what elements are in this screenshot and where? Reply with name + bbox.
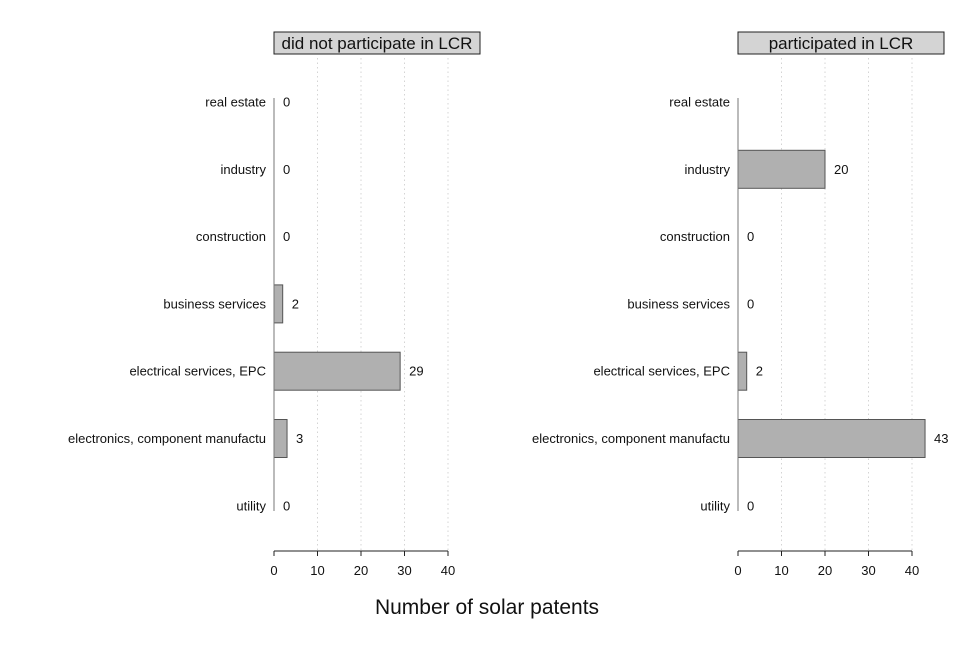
panel-2: participated in LCRreal estateindustry20… (532, 32, 949, 578)
category-label-business-services: business services (627, 296, 730, 311)
x-axis-label: Number of solar patents (375, 596, 599, 619)
panel-1: did not participate in LCR real estate 0 in… (68, 32, 480, 578)
category-label-construction: construction (196, 229, 266, 244)
category-label-electrical-services-epc: electrical services, EPC (593, 364, 730, 379)
panels-layer: did not participate in LCR real estate 0 in… (68, 32, 949, 578)
value-label-utility: 0 (747, 498, 754, 513)
value-label-electrical-services-epc: 2 (756, 364, 763, 379)
value-label-industry: 0 (283, 162, 290, 177)
category-label-real-estate: real estate (669, 95, 730, 110)
bar-electrical-services-epc (738, 352, 747, 390)
x-tick-label-20: 20 (354, 563, 368, 578)
category-label-construction: construction (660, 229, 730, 244)
value-label-industry: 20 (834, 162, 848, 177)
x-tick-label-0: 0 (734, 563, 741, 578)
category-label-utility: utility (236, 498, 266, 513)
value-label-construction: 0 (747, 229, 754, 244)
value-label-business-services: 2 (292, 296, 299, 311)
x-tick-label-10: 10 (774, 563, 788, 578)
value-label-real-estate: 0 (283, 95, 290, 110)
bar-business-services (274, 285, 283, 323)
panel-title: participated in LCR (769, 34, 914, 53)
x-tick-label-30: 30 (861, 563, 875, 578)
bar-industry (738, 150, 825, 188)
category-label-electronics-component-manufactu: electronics, component manufactu (68, 431, 266, 446)
value-label-business-services: 0 (747, 296, 754, 311)
value-label-electrical-services-epc: 29 (409, 364, 423, 379)
category-label-utility: utility (700, 498, 730, 513)
category-label-business-services: business services (163, 296, 266, 311)
panel-title: did not participate in LCR (282, 34, 473, 53)
x-tick-label-0: 0 (270, 563, 277, 578)
value-label-electronics-component-manufactu: 43 (934, 431, 948, 446)
category-label-real-estate: real estate (205, 95, 266, 110)
value-label-utility: 0 (283, 498, 290, 513)
bar-electronics-component-manufactu (738, 420, 925, 458)
bar-electrical-services-epc (274, 352, 400, 390)
category-label-industry: industry (220, 162, 266, 177)
x-tick-label-10: 10 (310, 563, 324, 578)
x-tick-label-40: 40 (441, 563, 455, 578)
value-label-construction: 0 (283, 229, 290, 244)
x-tick-label-20: 20 (818, 563, 832, 578)
category-label-electrical-services-epc: electrical services, EPC (129, 364, 266, 379)
x-tick-label-40: 40 (905, 563, 919, 578)
x-tick-label-30: 30 (397, 563, 411, 578)
category-label-industry: industry (684, 162, 730, 177)
category-label-electronics-component-manufactu: electronics, component manufactu (532, 431, 730, 446)
value-label-electronics-component-manufactu: 3 (296, 431, 303, 446)
bar-electronics-component-manufactu (274, 420, 287, 458)
